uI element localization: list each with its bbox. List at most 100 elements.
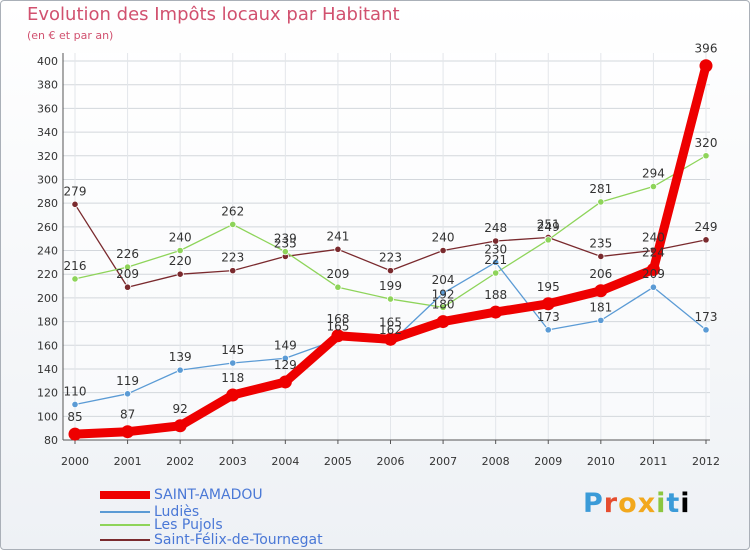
plot-area [63,53,710,440]
data-label: 262 [221,204,244,218]
chart-title: Evolution des Impôts locaux par Habitant [27,4,400,25]
logo-letter: x [637,488,657,519]
y-tick-label: 400 [37,55,58,68]
y-tick-label: 340 [37,126,58,139]
data-label: 230 [484,242,507,256]
data-point [492,258,500,266]
data-point [594,284,608,298]
data-labels: 279 209 220 223 235 241 223 240 248 251 235 240 249 2… [64,42,718,424]
y-tick-label: 80 [44,434,58,447]
proxiti-logo: Proxiti [583,488,691,519]
y-tick-label: 260 [37,221,58,234]
data-point [541,297,555,311]
data-label: 209 [642,267,665,281]
data-point [334,245,342,253]
data-label: 249 [537,220,560,234]
data-point [71,200,79,208]
y-tick-label: 120 [37,387,58,400]
data-label: 239 [274,232,297,246]
data-label: 119 [116,374,139,388]
data-label: 180 [432,298,455,312]
x-tick-label: 2006 [377,455,405,468]
data-label: 162 [379,323,402,337]
data-label: 206 [589,267,612,281]
data-label: 320 [695,136,718,150]
data-label: 110 [64,384,87,398]
data-label: 281 [589,182,612,196]
data-point [68,427,82,441]
data-point [281,248,289,256]
data-label: 223 [221,251,244,265]
data-label: 87 [120,408,135,422]
legend-label: Ludiès [154,504,200,520]
series [68,59,713,441]
y-tick-label: 100 [37,410,58,423]
data-point [121,425,135,439]
chart-subtitle: (en € et par an) [27,29,114,42]
legend-label: Saint-Félix-de-Tournegat [154,532,323,548]
data-point [278,375,292,389]
data-label: 294 [642,167,665,181]
x-tick-label: 2000 [61,455,89,468]
data-point [646,262,660,276]
legend-swatch [100,539,150,541]
x-tick-label: 2003 [219,455,247,468]
data-point [226,388,240,402]
data-label: 204 [432,273,455,287]
data-label: 221 [484,253,507,267]
y-tick-label: 140 [37,363,58,376]
data-label: 226 [116,247,139,261]
data-point [492,237,500,245]
y-tick-label: 220 [37,268,58,281]
logo-letter: i [656,488,667,519]
data-point [597,316,605,324]
data-point [649,182,658,191]
data-label: 181 [589,300,612,314]
data-point [544,326,552,334]
data-point [702,326,710,334]
x-tick-label: 2005 [324,455,352,468]
data-point [176,246,184,255]
legend-label: Les Pujols [154,517,223,533]
legend-swatch [100,491,150,499]
data-point [597,198,605,206]
data-point [229,359,237,367]
x-tick-label: 2011 [639,455,667,468]
data-label: 192 [432,287,455,301]
y-tick-label: 300 [37,173,58,186]
x-tick-label: 2007 [429,455,457,468]
data-point [386,295,395,303]
data-point [331,329,345,343]
data-point [384,332,397,346]
data-point [439,303,447,311]
logo-letter: t [666,488,681,519]
data-label: 241 [326,229,349,243]
x-tick-label: 2004 [271,455,299,468]
data-point [123,263,132,271]
data-point [229,267,237,275]
y-tick-label: 320 [37,150,58,163]
data-point [439,246,447,255]
data-label: 168 [326,312,349,326]
data-label: 209 [116,267,139,281]
data-label: 145 [221,343,244,357]
data-label: 279 [64,184,87,198]
data-label: 240 [169,231,192,245]
data-point [123,390,132,398]
data-point [173,419,187,433]
logo-letter: i [680,488,691,519]
data-point [702,236,710,244]
x-tick-label: 2008 [482,455,510,468]
data-point [649,283,658,291]
data-label: 173 [695,310,718,324]
data-label: 240 [642,231,665,245]
axes: 80 100 120 140 160 180 200 220 240 260 280 300 320 34… [37,53,720,468]
y-tick-label: 360 [37,102,58,115]
y-tick-label: 200 [37,292,58,305]
data-label: 224 [642,245,665,259]
data-point [229,220,237,229]
data-point [71,400,79,409]
legend-label: SAINT-AMADOU [154,487,263,503]
data-point [176,270,184,278]
data-label: 251 [537,217,560,231]
